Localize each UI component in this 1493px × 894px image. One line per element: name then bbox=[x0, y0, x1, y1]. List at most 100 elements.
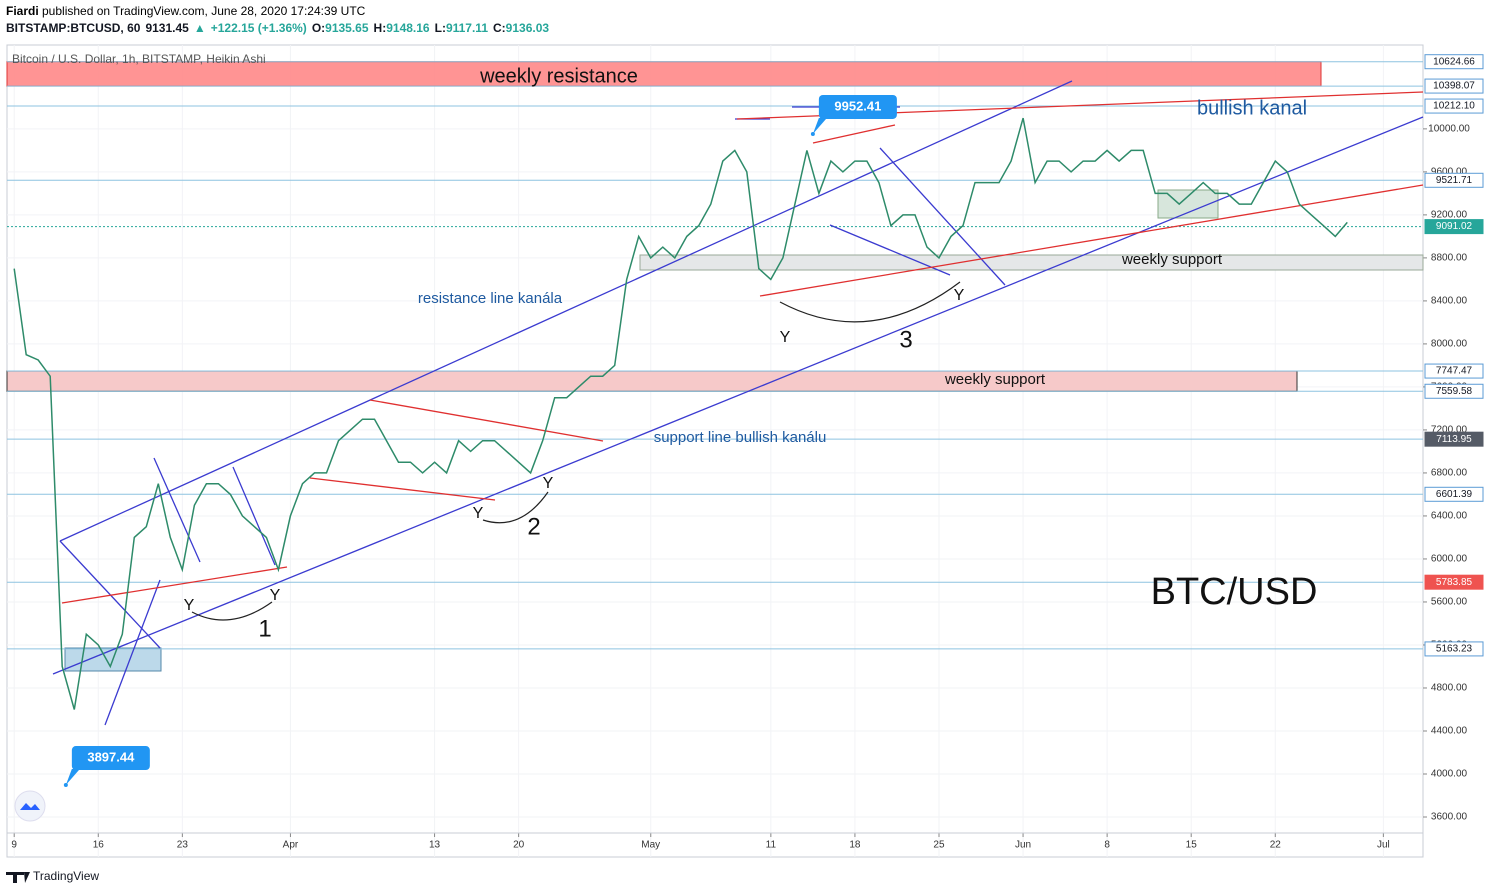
plot-frame bbox=[6, 44, 1424, 858]
quote-line: BITSTAMP:BTCUSD, 60 9131.45 ▲ +122.15 (+1.3… bbox=[6, 21, 549, 35]
level-label: 5163.23 bbox=[1436, 644, 1473, 655]
x-tick-label: 13 bbox=[429, 840, 441, 851]
y-tick-label: 3600.00 bbox=[1431, 812, 1468, 823]
x-tick-label: 9 bbox=[11, 840, 17, 851]
x-tick-label: 11 bbox=[766, 840, 777, 851]
callout-label: 3897.44 bbox=[87, 749, 135, 764]
annotation: bullish kanal bbox=[1197, 97, 1307, 119]
y-tick-label: 8000.00 bbox=[1431, 339, 1468, 350]
y-tick-label: 7200.00 bbox=[1431, 425, 1468, 436]
level-label: 7747.47 bbox=[1436, 366, 1473, 377]
level-label: 10398.07 bbox=[1433, 81, 1475, 92]
logo-badge bbox=[14, 790, 46, 822]
level-badge bbox=[1424, 574, 1484, 590]
author: Fiardi bbox=[6, 4, 39, 18]
level-label: 10212.10 bbox=[1433, 101, 1475, 112]
trend-line bbox=[52, 116, 1424, 675]
quote-part: L: bbox=[435, 21, 446, 35]
trend-line bbox=[59, 540, 161, 649]
trend-line bbox=[59, 80, 1073, 542]
level-badge bbox=[1424, 383, 1484, 399]
annotation: resistance line kanála bbox=[418, 290, 563, 307]
resistance-zone bbox=[6, 61, 1322, 87]
quote-part: BITSTAMP:BTCUSD, 60 bbox=[6, 21, 141, 35]
level-badge bbox=[1424, 172, 1484, 188]
level-label: 5783.85 bbox=[1436, 577, 1473, 588]
trend-line bbox=[759, 184, 1424, 297]
annotation: Y bbox=[473, 505, 484, 522]
level-badge bbox=[1424, 78, 1484, 94]
annotation: Y bbox=[780, 329, 791, 346]
level-badge bbox=[1424, 641, 1484, 657]
level-badge bbox=[1424, 486, 1484, 502]
x-tick-label: Jun bbox=[1015, 840, 1031, 851]
curve-arrow bbox=[191, 601, 273, 621]
quote-part: ▲ bbox=[194, 21, 206, 35]
x-tick-label: 22 bbox=[1270, 840, 1282, 851]
published: published on TradingView.com, June 28, 2… bbox=[39, 4, 366, 18]
y-tick-label: 4400.00 bbox=[1431, 726, 1468, 737]
annotation: 1 bbox=[258, 615, 271, 642]
y-tick-label: 8400.00 bbox=[1431, 296, 1468, 307]
level-label: 7559.58 bbox=[1436, 386, 1473, 397]
level-badge bbox=[1424, 98, 1484, 114]
callout-badge bbox=[818, 94, 897, 119]
curve-arrow bbox=[482, 491, 549, 524]
annotation: Y bbox=[543, 475, 554, 492]
trend-line bbox=[812, 124, 896, 144]
level-label: 9091.02 bbox=[1436, 221, 1473, 232]
x-tick-label: May bbox=[641, 840, 660, 851]
level-label: 7113.95 bbox=[1436, 434, 1472, 445]
callout-pointer bbox=[812, 117, 827, 134]
trend-line bbox=[369, 399, 604, 442]
trend-line bbox=[232, 466, 276, 566]
annotation: BTC/USD bbox=[1151, 571, 1318, 613]
level-label: 6601.39 bbox=[1436, 489, 1473, 500]
annotation: Y bbox=[184, 597, 195, 614]
callout-pointer bbox=[65, 769, 80, 786]
header-line: Fiardi published on TradingView.com, Jun… bbox=[6, 4, 366, 18]
x-tick-label: 18 bbox=[849, 840, 861, 851]
x-tick-label: 15 bbox=[1186, 840, 1198, 851]
annotation: Y bbox=[270, 587, 281, 604]
x-tick-label: Jul bbox=[1377, 840, 1390, 851]
trend-line bbox=[61, 566, 288, 604]
footer-logo bbox=[6, 872, 30, 883]
trend-line bbox=[879, 147, 1006, 286]
annotation: 2 bbox=[527, 513, 540, 540]
price-line bbox=[13, 117, 1348, 710]
y-tick-label: 6800.00 bbox=[1431, 468, 1468, 479]
annotation: support line bullish kanálu bbox=[654, 429, 827, 446]
annotation: weekly support bbox=[944, 371, 1046, 388]
quote-part: C: bbox=[493, 21, 506, 35]
level-badge bbox=[1424, 219, 1484, 235]
quote-part: 9117.11 bbox=[446, 21, 488, 35]
annotation: 3 bbox=[899, 326, 912, 353]
y-tick-label: 10000.00 bbox=[1428, 124, 1470, 135]
y-tick-label: 5600.00 bbox=[1431, 597, 1468, 608]
y-tick-label: 4800.00 bbox=[1431, 683, 1468, 694]
level-badge bbox=[1424, 54, 1484, 70]
quote-part: 9131.45 bbox=[145, 21, 189, 35]
curve-arrow bbox=[779, 281, 961, 323]
level-label: 9521.71 bbox=[1436, 175, 1473, 186]
annotation: Y bbox=[954, 287, 965, 304]
level-badge bbox=[1424, 431, 1484, 447]
level-label: 10624.66 bbox=[1433, 56, 1475, 67]
y-tick-label: 8800.00 bbox=[1431, 253, 1468, 264]
quote-part: +122.15 (+1.36%) bbox=[211, 21, 307, 35]
callout-badge bbox=[71, 746, 150, 771]
trend-line bbox=[309, 477, 496, 501]
x-tick-label: 25 bbox=[933, 840, 945, 851]
y-tick-label: 6400.00 bbox=[1431, 511, 1468, 522]
quote-part: H: bbox=[374, 21, 387, 35]
footer-brand: TradingView bbox=[33, 869, 99, 883]
annotation: weekly resistance bbox=[479, 65, 638, 87]
quote-part: O: bbox=[312, 21, 325, 35]
trend-line bbox=[829, 224, 951, 276]
y-tick-label: 9200.00 bbox=[1431, 210, 1468, 221]
x-tick-label: 23 bbox=[177, 840, 189, 851]
support-zone-upper bbox=[639, 254, 1424, 271]
x-tick-label: 20 bbox=[513, 840, 525, 851]
